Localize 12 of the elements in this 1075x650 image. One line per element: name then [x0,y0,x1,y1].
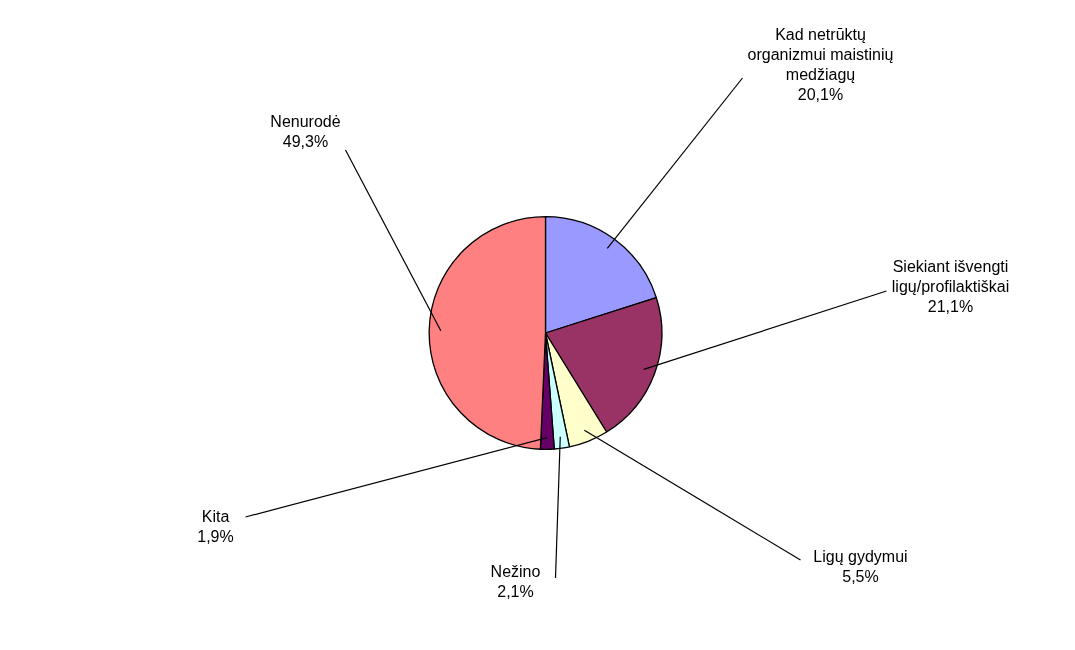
slice-label: Nenurodė [270,113,341,131]
data-label: 20,1% [797,86,844,104]
data-label: 2,1% [497,583,534,601]
slice-label: Ligų gydymui [813,548,908,566]
data-label: 5,5% [842,568,879,586]
slice-label: Kad netrūktų organizmui maistinių medžiagų [747,26,894,84]
slice-label: Kita [201,508,230,526]
data-label: 1,9% [197,528,234,546]
data-label: 21,1% [927,298,974,316]
slice-label: Nežino [490,563,541,581]
slice-label: Siekiant išvengti ligų/profilaktiškai [891,258,1010,296]
data-label: 49,3% [282,133,329,151]
